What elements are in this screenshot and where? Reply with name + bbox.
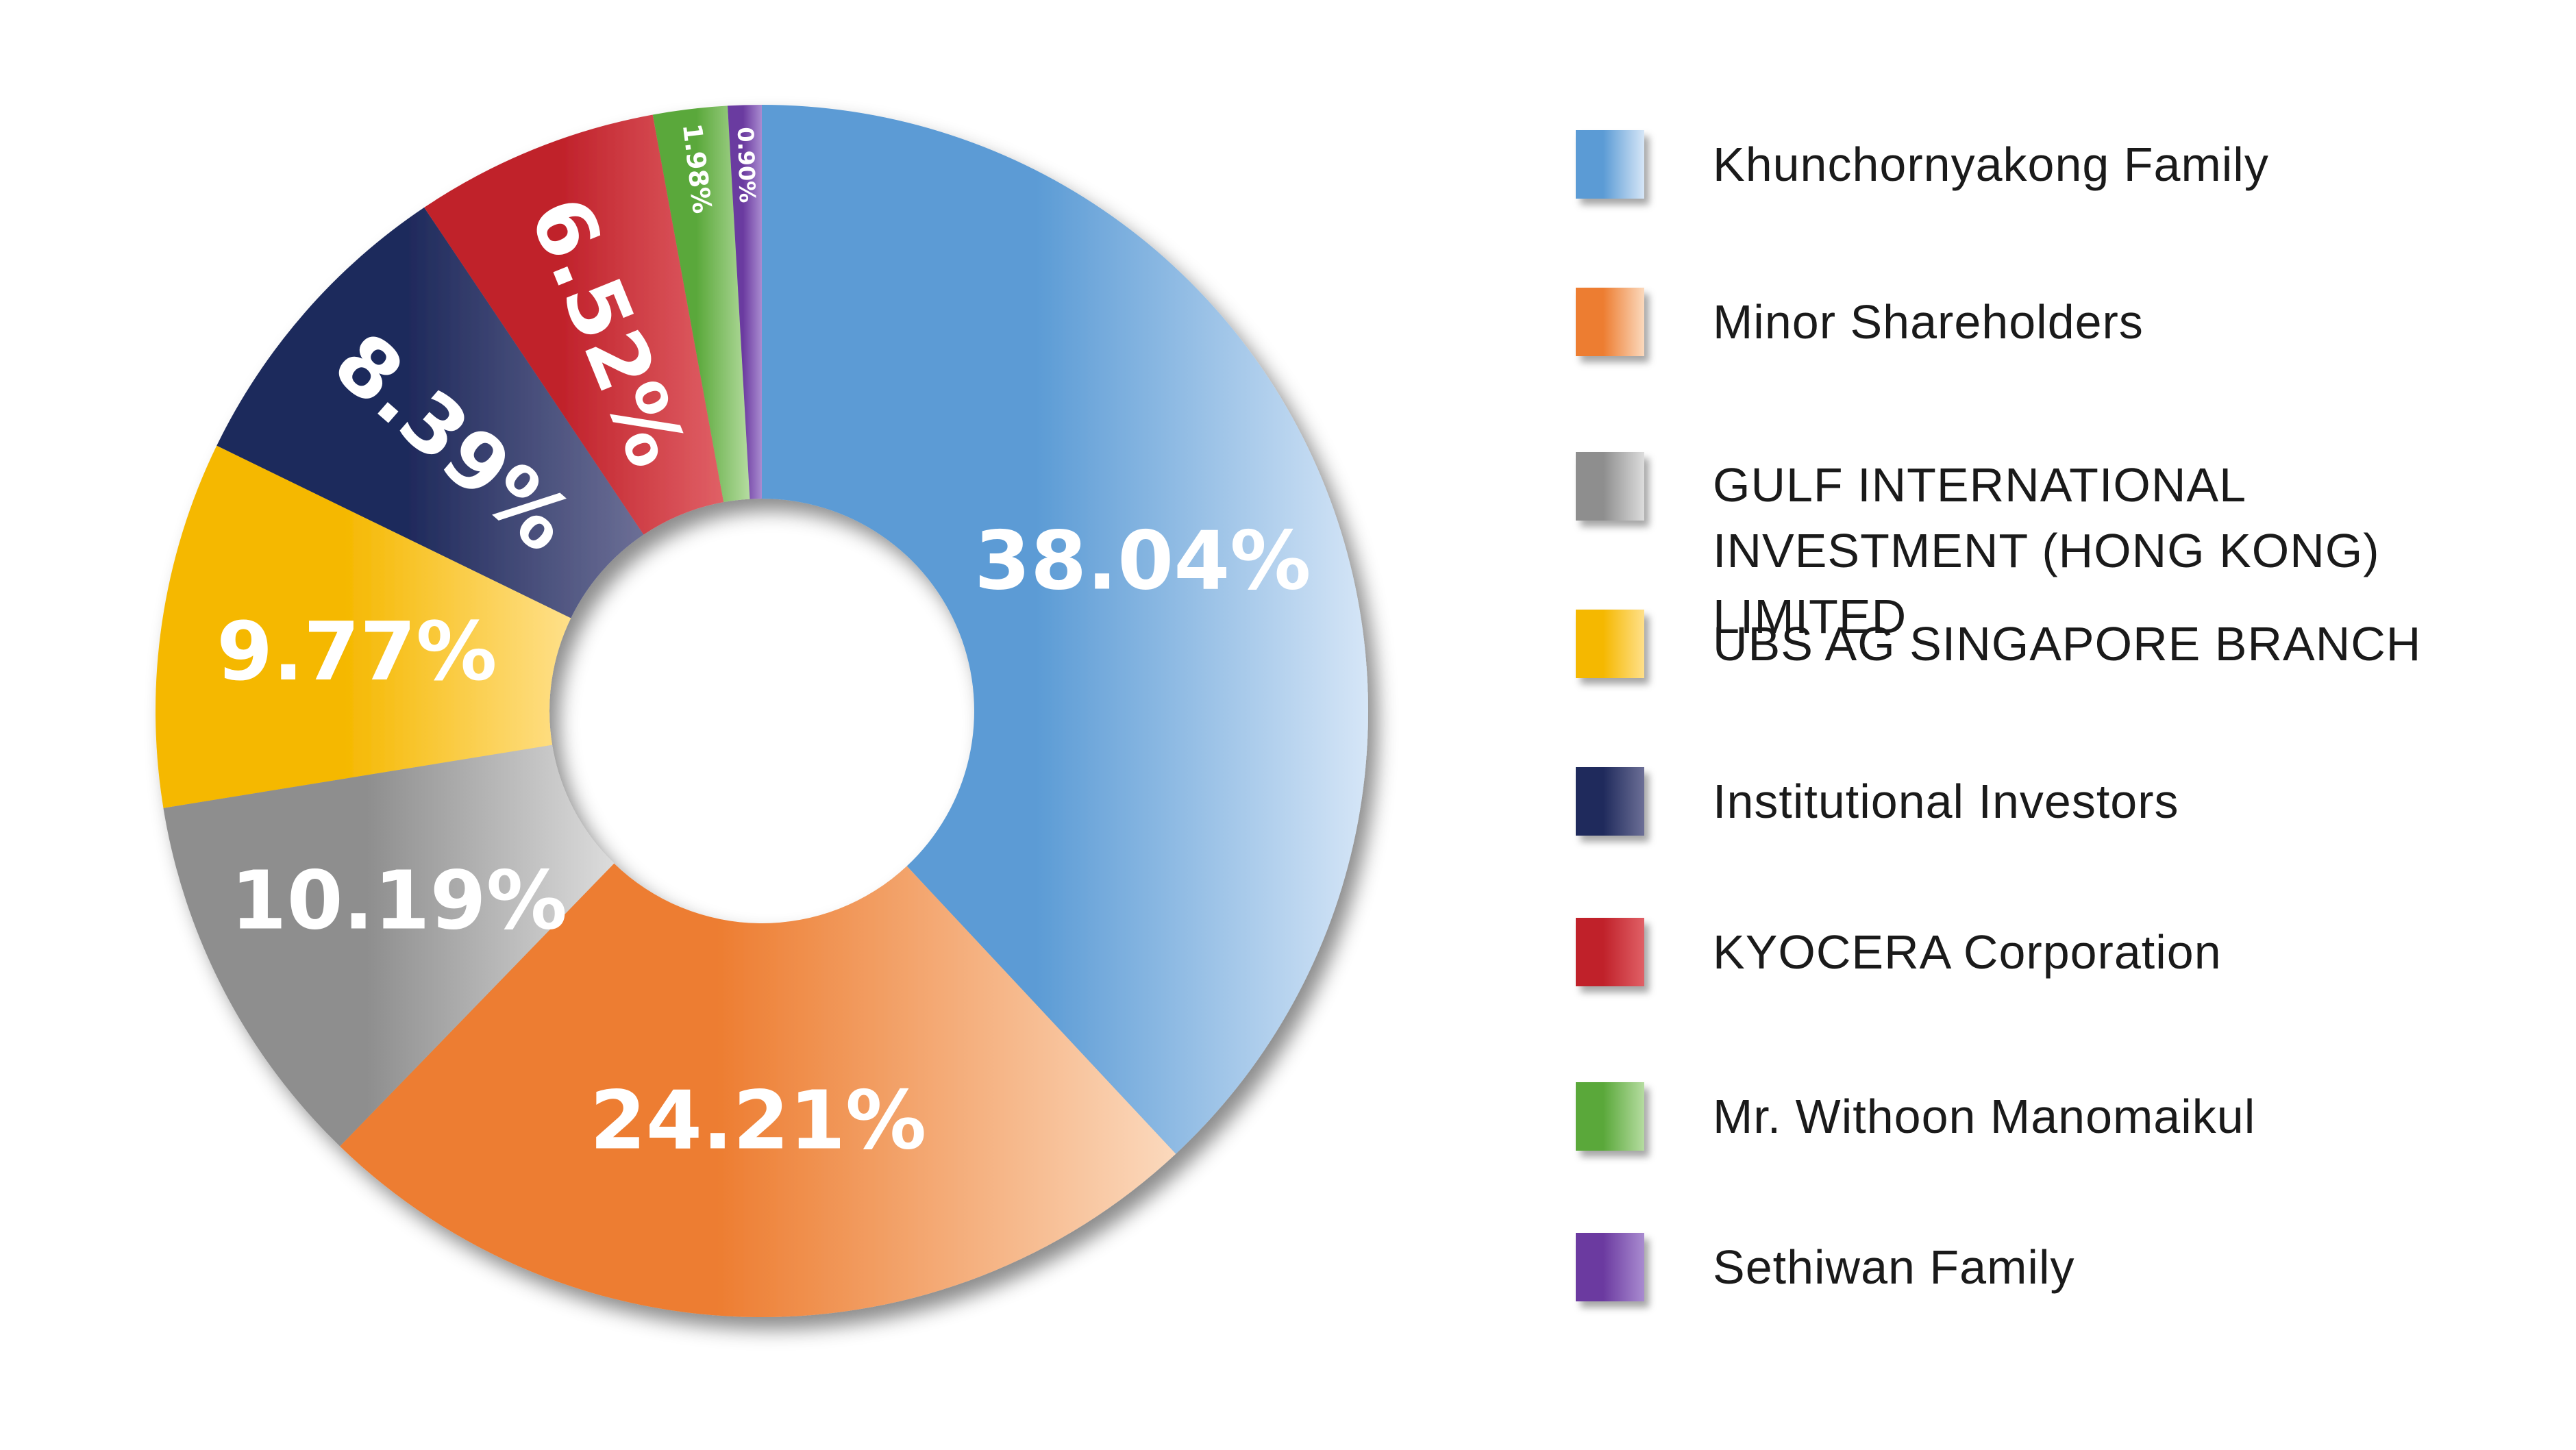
legend-label: Institutional Investors <box>1713 768 2179 834</box>
slice-institutional-investors <box>216 207 644 618</box>
legend-label: Minor Shareholders <box>1713 289 2144 355</box>
slice-label: 38.04% <box>974 514 1311 608</box>
legend-label-line: GULF INTERNATIONAL <box>1713 458 2247 512</box>
slice-mr-withoon-manomaikul <box>652 105 750 503</box>
legend-item: Institutional Investors <box>1576 767 2179 836</box>
legend-label-line: Sethiwan Family <box>1713 1240 2075 1294</box>
donut-chart-svg: 38.04%24.21%10.19%9.77%8.39%6.52%1.98% 0.… <box>156 105 1369 1318</box>
slice-khunchornyakong-family <box>762 105 1369 1154</box>
slice-label: 9.77% <box>216 604 497 699</box>
slices-group <box>156 105 1369 1318</box>
slice-label: 10.19% <box>231 853 567 947</box>
legend-swatch <box>1576 610 1644 678</box>
legend-swatch <box>1576 288 1644 356</box>
slice-sethiwan-family <box>727 105 762 499</box>
slice-minor-shareholders <box>340 863 1176 1318</box>
legend-item: Mr. Withoon Manomaikul <box>1576 1082 2255 1151</box>
slice-ubs-ag-singapore-branch <box>156 445 571 808</box>
legend-item: Minor Shareholders <box>1576 288 2144 356</box>
legend-item: KYOCERA Corporation <box>1576 918 2222 986</box>
legend-swatch <box>1576 918 1644 986</box>
legend-swatch <box>1576 130 1644 199</box>
legend-item: Sethiwan Family <box>1576 1233 2075 1301</box>
slice-gulf-international-investment-hong-kong-limited <box>163 745 615 1147</box>
legend-item: Khunchornyakong Family <box>1576 130 2269 199</box>
legend-label: Sethiwan Family <box>1713 1234 2075 1300</box>
legend-item: GULF INTERNATIONAL INVESTMENT (HONG KONG)… <box>1576 452 2562 649</box>
legend-label: KYOCERA Corporation <box>1713 919 2222 985</box>
legend-label-line: KYOCERA Corporation <box>1713 925 2222 979</box>
legend-swatch <box>1576 767 1644 836</box>
legend-swatch <box>1576 1233 1644 1301</box>
donut-chart: 38.04% 24.21% 10.19% 9.77% 8.39% 6.52% 1.98% 0.… <box>156 105 1369 1318</box>
legend-label-line: Institutional Investors <box>1713 775 2179 828</box>
legend-label-line: Minor Shareholders <box>1713 295 2144 349</box>
slice-kyocera-corporation <box>424 114 724 535</box>
legend-label: UBS AG SINGAPORE BRANCH <box>1713 611 2421 677</box>
legend-label: Mr. Withoon Manomaikul <box>1713 1084 2255 1149</box>
legend-item: UBS AG SINGAPORE BRANCH <box>1576 610 2421 678</box>
legend-label-line: UBS AG SINGAPORE BRANCH <box>1713 617 2422 671</box>
legend-swatch <box>1576 452 1644 521</box>
slice-label: 24.21% <box>590 1073 926 1167</box>
legend-label: Khunchornyakong Family <box>1713 132 2269 197</box>
legend-label-line: Mr. Withoon Manomaikul <box>1713 1090 2256 1143</box>
legend-label: GULF INTERNATIONAL INVESTMENT (HONG KONG)… <box>1713 452 2562 649</box>
legend-label-line: Khunchornyakong Family <box>1713 138 2269 191</box>
legend-swatch <box>1576 1082 1644 1151</box>
slice-label: 0.90% <box>732 127 760 203</box>
legend-label-line: INVESTMENT (HONG KONG) LIMITED <box>1713 524 2380 643</box>
